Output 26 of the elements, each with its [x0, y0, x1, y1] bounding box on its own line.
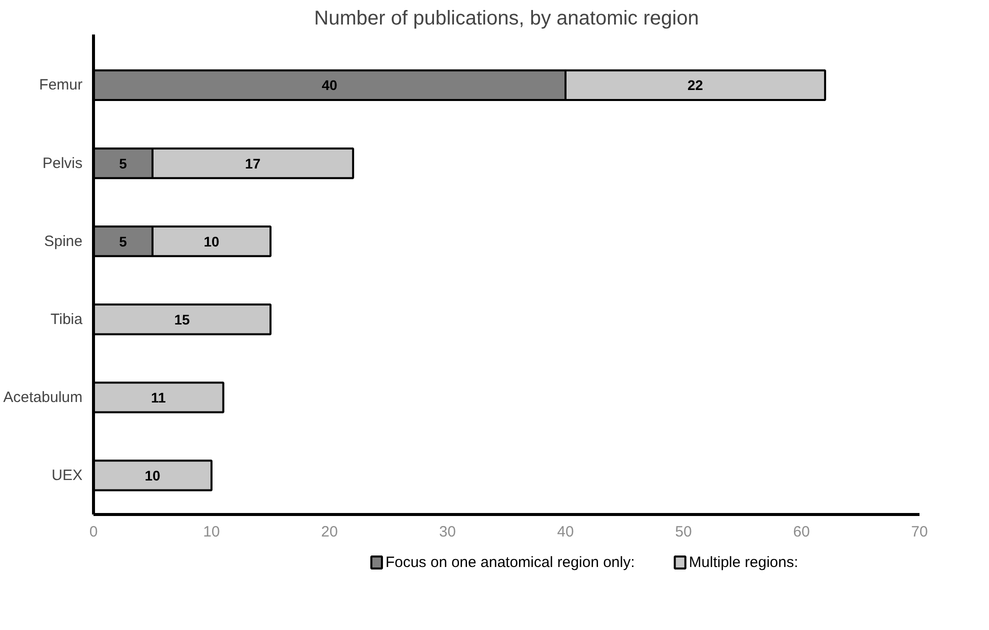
- y-tick-label: Pelvis: [42, 154, 83, 172]
- x-tick-label: 30: [439, 524, 456, 540]
- y-tick-label: Femur: [39, 76, 83, 94]
- legend-label: Focus on one anatomical region only:: [385, 554, 635, 571]
- y-tick-label: Acetabulum: [3, 388, 83, 406]
- x-tick-label: 0: [89, 524, 98, 540]
- data-label: 15: [174, 311, 190, 328]
- data-label: 22: [688, 77, 704, 94]
- chart-title: Number of publications, by anatomic region: [314, 8, 699, 30]
- y-tick-label: Spine: [44, 232, 83, 250]
- x-tick-label: 50: [675, 524, 692, 540]
- data-label: 40: [322, 77, 338, 94]
- x-tick-label: 70: [911, 524, 928, 540]
- y-tick-label: UEX: [52, 466, 82, 484]
- x-tick-label: 40: [557, 524, 574, 540]
- y-tick-label: Tibia: [50, 310, 84, 328]
- legend-label: Multiple regions:: [688, 554, 798, 571]
- data-label: 10: [144, 467, 160, 484]
- data-label: 5: [119, 233, 128, 250]
- data-label: 10: [204, 233, 220, 250]
- x-tick-label: 10: [203, 524, 220, 540]
- data-label: 17: [245, 155, 261, 172]
- data-label: 5: [119, 155, 128, 172]
- x-tick-label: 20: [321, 524, 338, 540]
- data-label: 11: [151, 389, 166, 406]
- x-tick-label: 60: [793, 524, 810, 540]
